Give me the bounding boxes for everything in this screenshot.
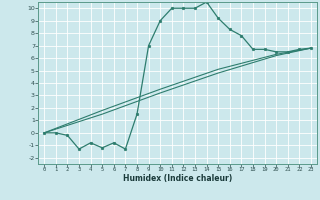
X-axis label: Humidex (Indice chaleur): Humidex (Indice chaleur) xyxy=(123,174,232,183)
